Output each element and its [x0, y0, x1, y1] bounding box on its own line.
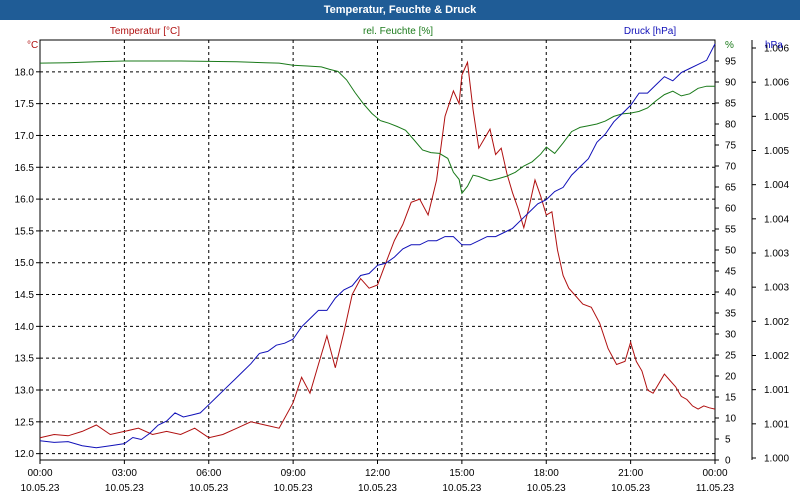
pressure-tick-label: 1.001: [764, 385, 789, 396]
x-tick-date: 10.05.23: [527, 483, 566, 494]
pressure-tick-label: 1.006: [764, 78, 789, 89]
temperature-series-line: [39, 60, 716, 439]
x-tick-date: 10.05.23: [189, 483, 228, 494]
humidity-tick-label: 35: [725, 309, 737, 320]
axes: 12.0 12.5 13.0 13.5 14.0 14.5 15.0 15.5 16.0 16.5…: [15, 40, 789, 494]
pressure-tick-label: 1.003: [764, 249, 789, 260]
axis-headers: °C Temperatur [°C] rel. Feuchte [%] Druck […: [27, 26, 783, 51]
temperature-tick-label: 15.5: [15, 226, 35, 237]
x-tick-date: 10.05.23: [105, 483, 144, 494]
x-tick-time: 09:00: [281, 468, 306, 479]
pressure-tick-label: 1.002: [764, 351, 789, 362]
temperature-tick-label: 15.0: [15, 258, 35, 269]
x-tick-time: 21:00: [618, 468, 643, 479]
pressure-tick-label: 1.005: [764, 112, 789, 123]
pressure-tick-label: 1.004: [764, 214, 789, 225]
humidity-tick-label: 55: [725, 225, 737, 236]
temperature-tick-label: 13.5: [15, 354, 35, 365]
grid: [40, 40, 715, 460]
pressure-unit: hPa: [765, 40, 783, 51]
humidity-tick-label: 20: [725, 372, 737, 383]
humidity-tick-label: 75: [725, 141, 737, 152]
temperature-tick-label: 17.5: [15, 99, 35, 110]
x-tick-date: 11.05.23: [696, 483, 735, 494]
temperature-tick-label: 18.0: [15, 67, 35, 78]
humidity-tick-label: 90: [725, 78, 737, 89]
series-layer: [39, 43, 716, 449]
x-tick-date: 10.05.23: [21, 483, 60, 494]
x-tick-date: 10.05.23: [611, 483, 650, 494]
humidity-tick-label: 0: [725, 456, 731, 467]
temperature-tick-label: 13.0: [15, 386, 35, 397]
temperature-axis-title: Temperatur [°C]: [110, 26, 180, 37]
temperature-tick-label: 14.0: [15, 322, 35, 333]
humidity-tick-label: 80: [725, 120, 737, 131]
pressure-tick-label: 1.003: [764, 283, 789, 294]
humidity-unit: %: [725, 40, 734, 51]
humidity-tick-label: 5: [725, 435, 731, 446]
humidity-tick-label: 25: [725, 351, 737, 362]
humidity-tick-label: 15: [725, 393, 737, 404]
x-tick-time: 18:00: [534, 468, 559, 479]
pressure-tick-label: 1.005: [764, 146, 789, 157]
x-tick-date: 10.05.23: [442, 483, 481, 494]
x-tick-date: 10.05.23: [358, 483, 397, 494]
temperature-tick-label: 12.0: [15, 449, 35, 460]
pressure-axis-title: Druck [hPa]: [624, 26, 676, 37]
pressure-series-line: [39, 43, 716, 449]
pressure-tick-label: 1.004: [764, 180, 789, 191]
humidity-tick-label: 45: [725, 267, 737, 278]
humidity-tick-label: 60: [725, 204, 737, 215]
pressure-tick-label: 1.002: [764, 317, 789, 328]
humidity-tick-label: 70: [725, 162, 737, 173]
temperature-unit: °C: [27, 40, 38, 51]
x-tick-time: 15:00: [449, 468, 474, 479]
humidity-tick-label: 85: [725, 99, 737, 110]
x-tick-date: 10.05.23: [274, 483, 313, 494]
humidity-tick-label: 50: [725, 246, 737, 257]
temperature-tick-label: 12.5: [15, 417, 35, 428]
humidity-tick-label: 95: [725, 57, 737, 68]
temperature-tick-label: 17.0: [15, 131, 35, 142]
x-tick-time: 06:00: [196, 468, 221, 479]
pressure-tick-label: 1.006: [764, 44, 789, 55]
x-tick-time: 03:00: [112, 468, 137, 479]
temperature-tick-label: 14.5: [15, 290, 35, 301]
temperature-tick-label: 16.0: [15, 195, 35, 206]
chart: 12.0 12.5 13.0 13.5 14.0 14.5 15.0 15.5 16.0 16.5…: [15, 26, 790, 494]
humidity-tick-label: 10: [725, 414, 737, 425]
pressure-tick-label: 1.001: [764, 419, 789, 430]
window-title: Temperatur, Feuchte & Druck: [0, 0, 800, 20]
humidity-series-line: [39, 60, 715, 195]
x-tick-time: 00:00: [702, 468, 727, 479]
x-tick-time: 12:00: [365, 468, 390, 479]
humidity-tick-label: 30: [725, 330, 737, 341]
humidity-tick-label: 65: [725, 183, 737, 194]
temperature-tick-label: 16.5: [15, 163, 35, 174]
humidity-tick-label: 40: [725, 288, 737, 299]
humidity-axis-title: rel. Feuchte [%]: [363, 26, 433, 37]
x-tick-time: 00:00: [27, 468, 52, 479]
pressure-tick-label: 1.000: [764, 454, 789, 465]
